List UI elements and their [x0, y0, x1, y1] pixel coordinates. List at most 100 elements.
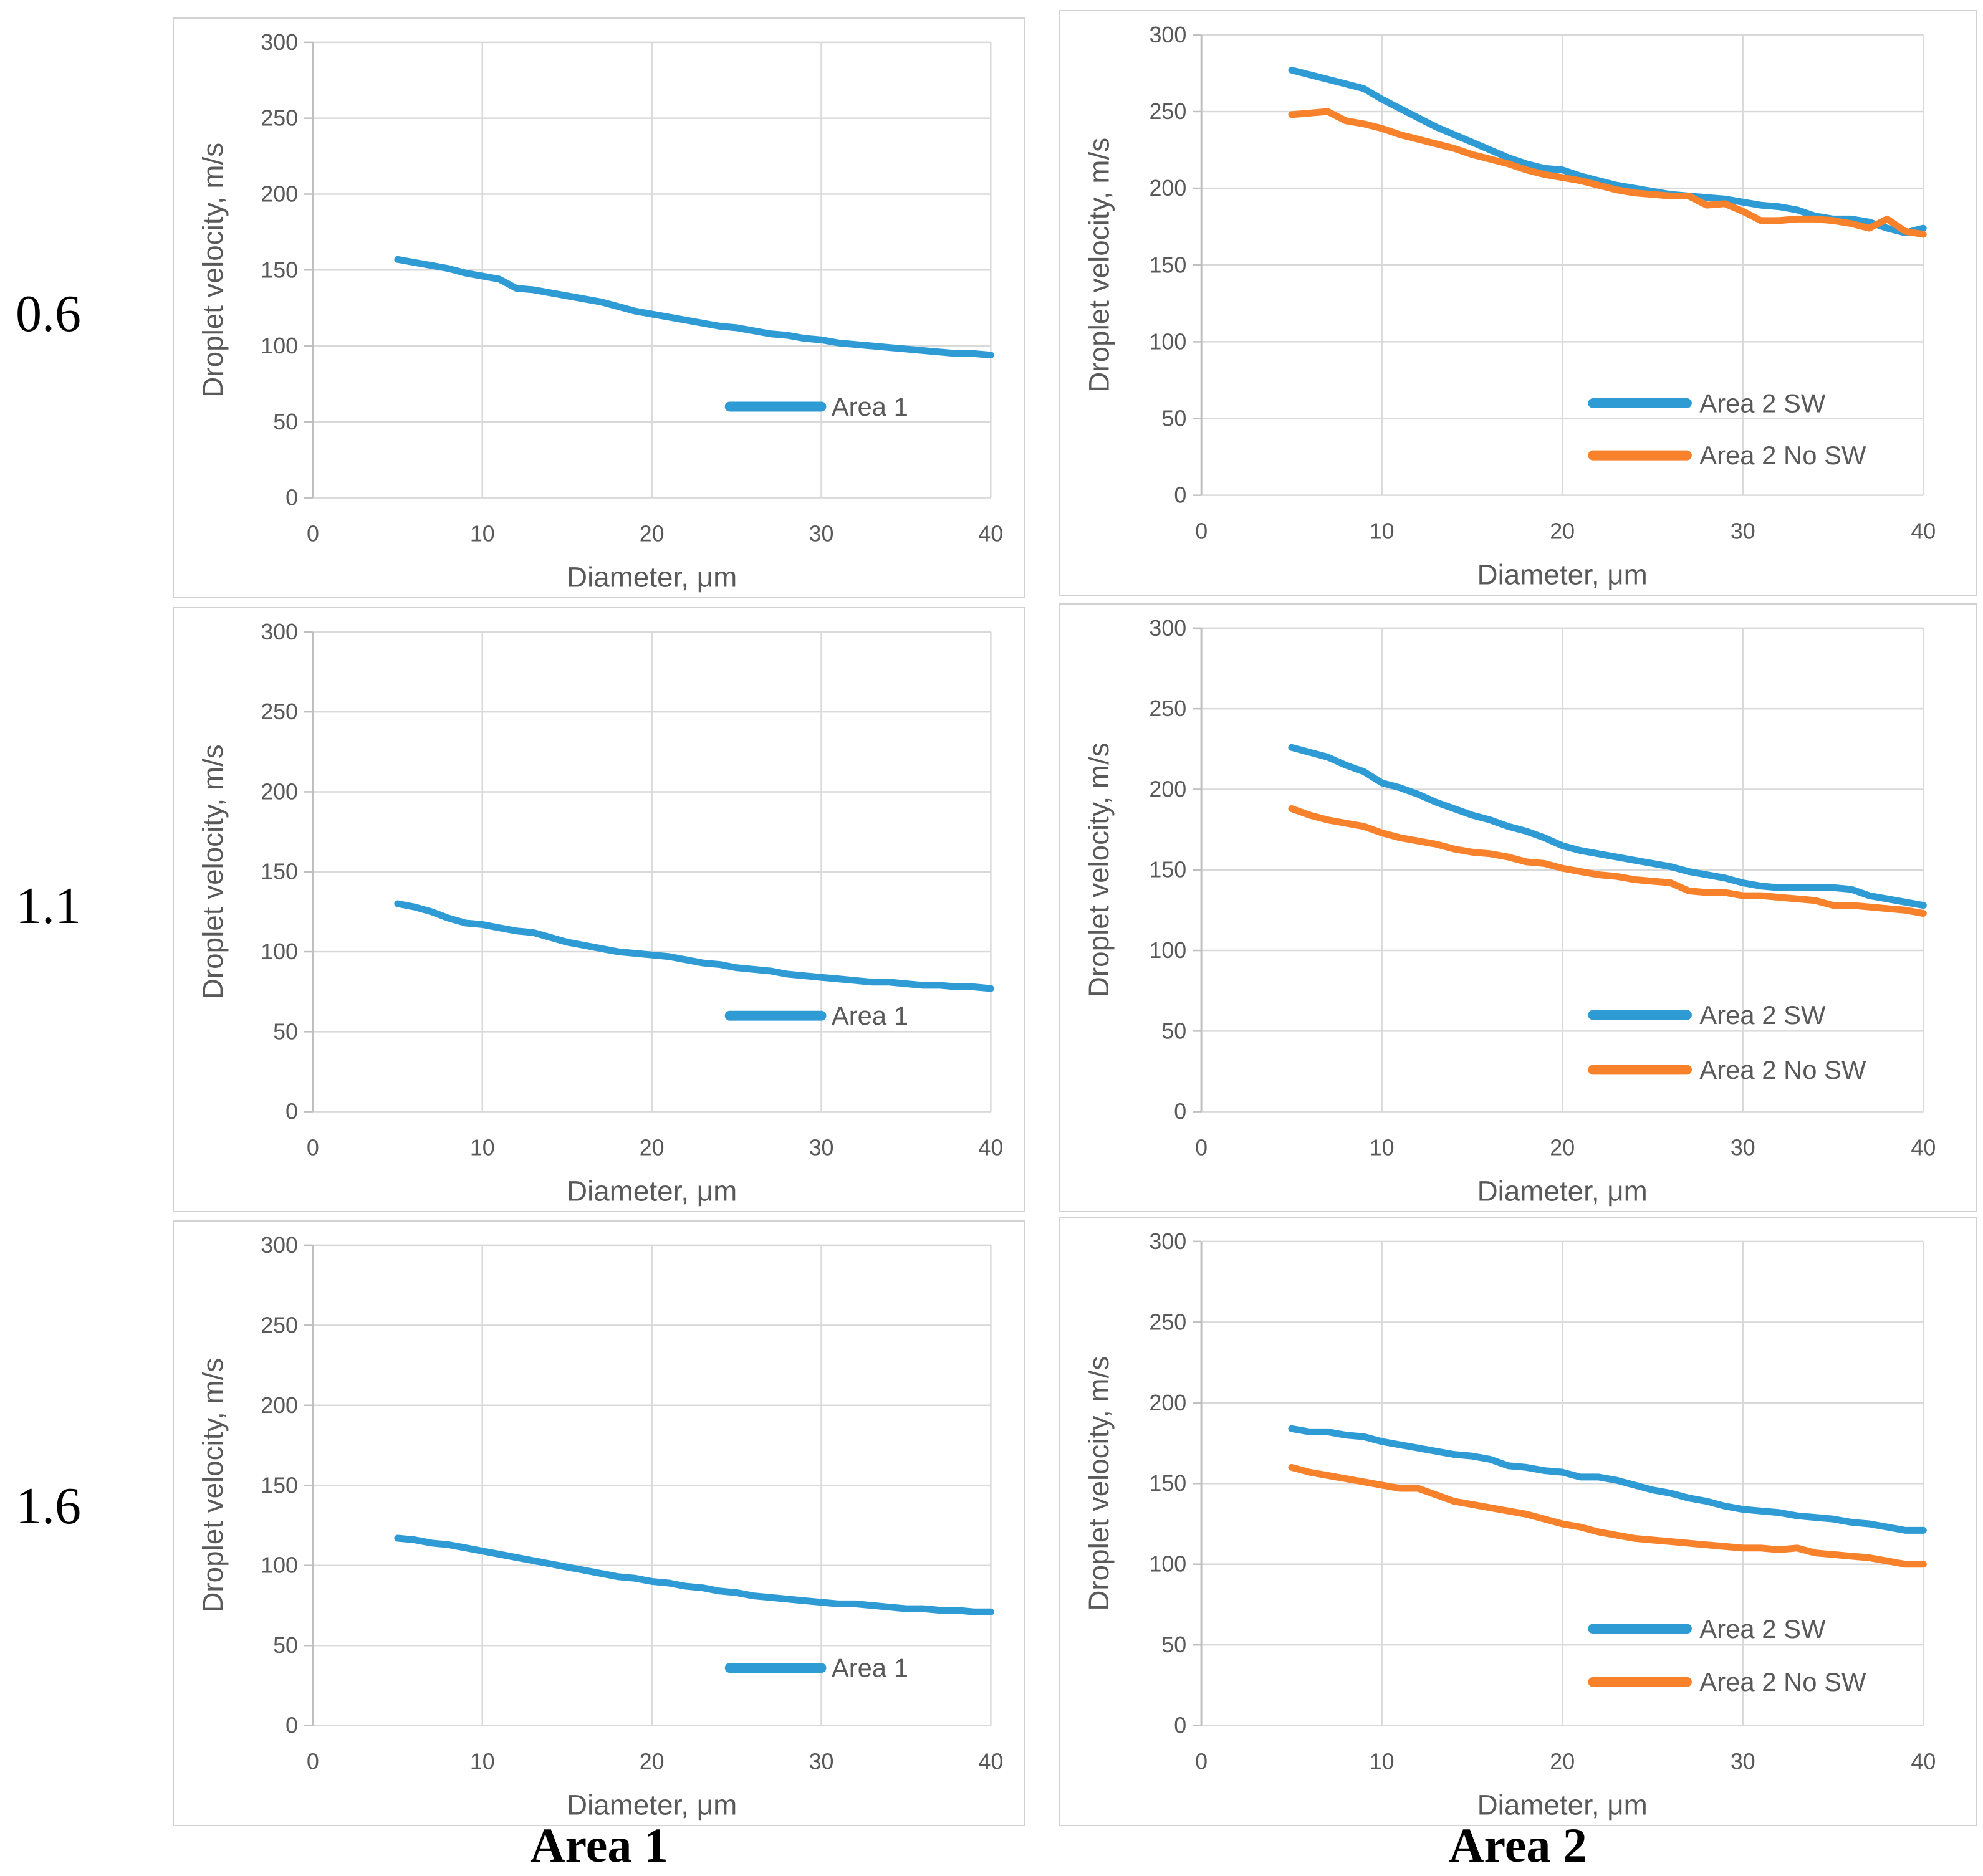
y-tick-label: 150 — [261, 1473, 298, 1498]
legend-label-area-2-sw: Area 2 SW — [1699, 1614, 1826, 1644]
x-tick-label: 0 — [1195, 519, 1208, 543]
chart-panel-area1-1.6: 0 50 100 150 200 250 300 0 10 20 30 40 Diameter, μm D… — [173, 1220, 1025, 1826]
series — [394, 256, 994, 359]
y-tick-label: 150 — [261, 859, 298, 884]
x-tick-label: 30 — [809, 521, 834, 546]
x-axis-title: Diameter, μm — [1477, 1175, 1648, 1207]
series — [1288, 744, 1927, 917]
tick-labels: 0 50 100 150 200 250 300 0 10 20 30 40 — [261, 1233, 1003, 1774]
y-tick-label: 0 — [286, 1713, 298, 1738]
y-tick-label: 200 — [1149, 777, 1186, 802]
gridlines — [1201, 34, 1924, 496]
x-tick-label: 30 — [809, 1135, 834, 1160]
chart-panel-area1-1.1: 0 50 100 150 200 250 300 0 10 20 30 40 Diameter, μm D… — [173, 607, 1025, 1212]
x-tick-label: 40 — [978, 521, 1003, 546]
x-tick-label: 0 — [307, 1135, 319, 1160]
y-tick-label: 300 — [1149, 22, 1186, 47]
legend-label-area-2-sw: Area 2 SW — [1699, 1000, 1826, 1030]
x-tick-label: 0 — [307, 1749, 319, 1774]
y-tick-label: 100 — [261, 939, 298, 964]
y-tick-label: 50 — [273, 1633, 298, 1658]
x-tick-label: 40 — [978, 1135, 1003, 1160]
series-line-area-2-sw — [1288, 744, 1927, 909]
x-tick-label: 20 — [640, 1135, 665, 1160]
legend-label-area-1: Area 1 — [832, 392, 908, 421]
legend-label-area-2-sw: Area 2 SW — [1699, 388, 1826, 418]
series — [394, 1534, 994, 1615]
gridlines — [312, 41, 992, 499]
y-tick-label: 50 — [1161, 406, 1186, 431]
row-label-1.6: 1.6 — [16, 1477, 81, 1535]
y-axis — [304, 41, 314, 499]
x-axis-title: Diameter, μm — [1477, 1789, 1648, 1821]
y-tick-label: 0 — [1174, 1099, 1186, 1124]
y-tick-label: 250 — [261, 699, 298, 724]
series-line-area-1 — [394, 1534, 994, 1615]
y-axis-title: Droplet velocity, m/s — [197, 1358, 229, 1613]
legend: Area 2 SW Area 2 No SW — [1588, 1614, 1866, 1697]
y-tick-label: 50 — [1161, 1018, 1186, 1043]
tick-labels: 0 50 100 150 200 250 300 0 10 20 30 40 — [1149, 616, 1936, 1161]
y-axis-title: Droplet velocity, m/s — [1083, 138, 1115, 393]
line-chart-area2-0.6: 0 50 100 150 200 250 300 0 10 20 30 40 Diameter, μm D… — [1083, 22, 1936, 591]
gridlines — [312, 631, 992, 1113]
x-tick-label: 20 — [1550, 1749, 1575, 1774]
chart-panel-area2-0.6: 0 50 100 150 200 250 300 0 10 20 30 40 Diameter, μm D… — [1059, 10, 1977, 596]
x-tick-label: 10 — [470, 1135, 495, 1160]
series-line-area-1 — [394, 256, 994, 359]
tick-labels: 0 50 100 150 200 250 300 0 10 20 30 40 — [261, 620, 1003, 1161]
x-tick-label: 0 — [1195, 1749, 1208, 1774]
x-tick-label: 40 — [1911, 519, 1936, 543]
y-tick-label: 200 — [261, 181, 298, 206]
x-tick-label: 30 — [1731, 1135, 1755, 1160]
gridlines — [1201, 1240, 1924, 1726]
y-tick-label: 300 — [1149, 1229, 1186, 1254]
y-tick-label: 100 — [261, 333, 298, 358]
series-line-area-2-no-sw — [1288, 805, 1927, 917]
x-tick-label: 40 — [1911, 1135, 1936, 1160]
x-tick-label: 40 — [1911, 1749, 1936, 1774]
legend: Area 1 — [724, 392, 908, 421]
legend-label-area-1: Area 1 — [832, 1001, 908, 1030]
y-tick-label: 50 — [273, 1019, 298, 1044]
legend: Area 1 — [724, 1001, 908, 1030]
x-tick-label: 40 — [978, 1749, 1003, 1774]
y-tick-label: 200 — [1149, 1390, 1186, 1415]
line-chart-area1-0.6: 0 50 100 150 200 250 300 0 10 20 30 40 Diameter, μm D… — [197, 30, 1003, 593]
y-tick-label: 50 — [273, 409, 298, 434]
y-tick-label: 300 — [261, 1233, 298, 1258]
y-axis — [1193, 627, 1203, 1113]
y-axis-title: Droplet velocity, m/s — [197, 744, 229, 999]
tick-labels: 0 50 100 150 200 250 300 0 10 20 30 40 — [261, 30, 1003, 547]
y-tick-label: 100 — [261, 1553, 298, 1578]
x-tick-label: 20 — [640, 1749, 665, 1774]
x-tick-label: 30 — [1731, 519, 1755, 543]
legend: Area 2 SW Area 2 No SW — [1588, 1000, 1866, 1084]
x-tick-label: 20 — [1550, 519, 1575, 543]
x-tick-label: 30 — [809, 1749, 834, 1774]
y-tick-label: 100 — [1149, 938, 1186, 963]
chart-panel-area2-1.6: 0 50 100 150 200 250 300 0 10 20 30 40 Diameter, μm D… — [1059, 1217, 1977, 1826]
y-tick-label: 0 — [1174, 1713, 1186, 1738]
y-tick-label: 0 — [1174, 483, 1186, 508]
line-chart-area2-1.1: 0 50 100 150 200 250 300 0 10 20 30 40 Diameter, μm D… — [1083, 616, 1936, 1207]
legend: Area 1 — [724, 1653, 908, 1683]
x-axis-title: Diameter, μm — [567, 562, 737, 593]
x-tick-label: 10 — [1370, 1749, 1395, 1774]
legend-label-area-2-no-sw: Area 2 No SW — [1699, 441, 1866, 470]
series-line-area-2-no-sw — [1288, 1463, 1927, 1568]
x-tick-label: 20 — [1550, 1135, 1575, 1160]
legend-label-area-2-no-sw: Area 2 No SW — [1699, 1667, 1866, 1697]
x-tick-label: 10 — [470, 521, 495, 546]
gridlines — [312, 1244, 992, 1726]
gridlines — [1201, 627, 1924, 1113]
x-tick-label: 30 — [1731, 1749, 1755, 1774]
series-line-area-2-sw — [1288, 67, 1927, 237]
y-tick-label: 50 — [1161, 1632, 1186, 1657]
y-axis-title: Droplet velocity, m/s — [1083, 1356, 1115, 1611]
y-tick-label: 100 — [1149, 329, 1186, 354]
series-line-area-2-sw — [1288, 1425, 1927, 1534]
legend: Area 2 SW Area 2 No SW — [1588, 388, 1866, 470]
y-axis — [1193, 34, 1203, 496]
y-tick-label: 0 — [286, 1099, 298, 1124]
